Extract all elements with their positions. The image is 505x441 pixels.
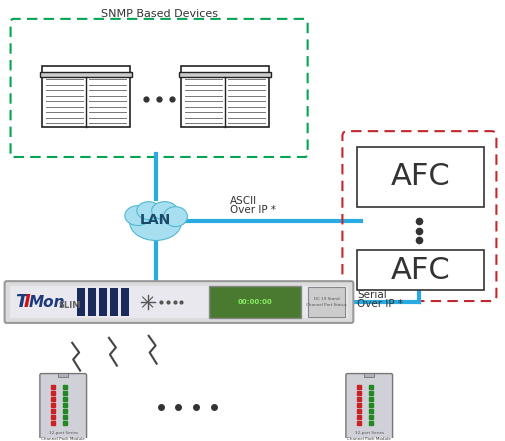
Text: LAN: LAN bbox=[140, 213, 171, 227]
Ellipse shape bbox=[164, 207, 187, 227]
FancyBboxPatch shape bbox=[364, 373, 374, 377]
Text: 00:00:00: 00:00:00 bbox=[238, 299, 272, 305]
Text: DC 19 Stand: DC 19 Stand bbox=[314, 297, 339, 301]
Text: Channel Pack Module: Channel Pack Module bbox=[347, 437, 391, 441]
FancyBboxPatch shape bbox=[10, 286, 348, 318]
Ellipse shape bbox=[137, 202, 161, 220]
FancyBboxPatch shape bbox=[346, 374, 392, 441]
FancyBboxPatch shape bbox=[209, 286, 300, 318]
FancyBboxPatch shape bbox=[58, 373, 68, 377]
Text: Over IP *: Over IP * bbox=[230, 205, 276, 215]
FancyBboxPatch shape bbox=[181, 66, 269, 127]
Text: Channel Port Status: Channel Port Status bbox=[306, 303, 347, 307]
FancyBboxPatch shape bbox=[99, 288, 107, 316]
Text: ASCII: ASCII bbox=[230, 196, 257, 206]
FancyBboxPatch shape bbox=[358, 147, 483, 207]
FancyBboxPatch shape bbox=[308, 287, 345, 317]
FancyBboxPatch shape bbox=[179, 71, 271, 78]
Text: T: T bbox=[16, 293, 28, 311]
FancyBboxPatch shape bbox=[88, 288, 96, 316]
Text: I: I bbox=[24, 293, 30, 311]
FancyBboxPatch shape bbox=[110, 288, 118, 316]
FancyBboxPatch shape bbox=[40, 71, 132, 78]
FancyBboxPatch shape bbox=[358, 250, 483, 290]
Text: AFC: AFC bbox=[390, 256, 450, 285]
FancyBboxPatch shape bbox=[5, 281, 354, 323]
FancyBboxPatch shape bbox=[121, 288, 129, 316]
Text: Mon: Mon bbox=[28, 295, 65, 310]
Ellipse shape bbox=[152, 202, 177, 220]
Text: 32-port Series: 32-port Series bbox=[355, 431, 384, 435]
Text: Channel Pack Module: Channel Pack Module bbox=[41, 437, 85, 441]
Text: AFC: AFC bbox=[390, 162, 450, 191]
FancyBboxPatch shape bbox=[42, 66, 130, 127]
FancyBboxPatch shape bbox=[40, 374, 86, 441]
Ellipse shape bbox=[130, 205, 181, 240]
Text: SLIM: SLIM bbox=[58, 300, 81, 310]
Text: Over IP *: Over IP * bbox=[358, 299, 403, 309]
Text: 32-port Series: 32-port Series bbox=[48, 431, 78, 435]
Text: Serial: Serial bbox=[358, 290, 387, 300]
FancyBboxPatch shape bbox=[77, 288, 85, 316]
Text: SNMP Based Devices: SNMP Based Devices bbox=[100, 9, 218, 19]
Ellipse shape bbox=[125, 206, 150, 225]
